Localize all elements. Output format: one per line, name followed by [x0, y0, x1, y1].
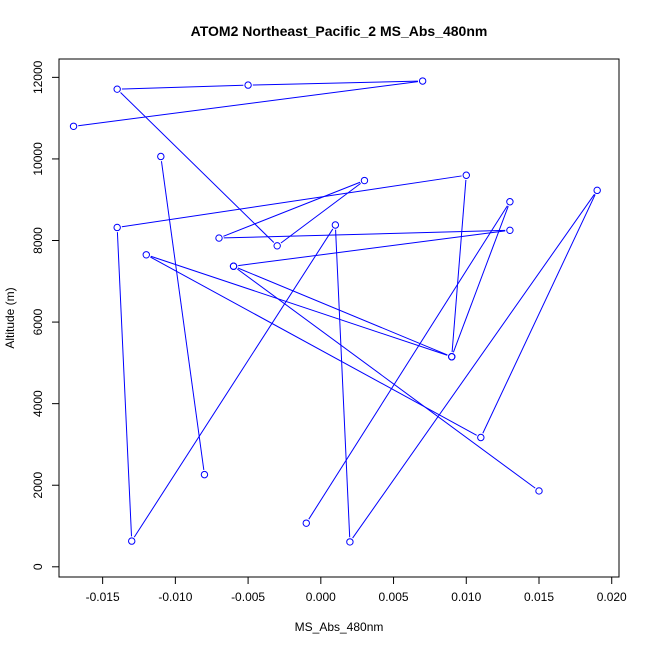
series-segment [352, 193, 595, 539]
x-tick-label: 0.005 [379, 590, 409, 604]
y-axis-label: Altitude (m) [3, 287, 17, 348]
data-point [506, 198, 514, 206]
y-tick-label: 12000 [31, 60, 45, 94]
data-point [69, 122, 78, 130]
series-segment [116, 232, 133, 537]
y-tick-label: 0 [31, 563, 45, 570]
data-point [346, 538, 354, 546]
series-points [69, 77, 601, 546]
x-tick-label: 0.015 [524, 590, 554, 604]
y-tick-label: 10000 [31, 142, 45, 176]
series-segment [280, 182, 361, 244]
x-tick-label: -0.015 [86, 590, 120, 604]
x-tick-label: 0.010 [451, 590, 481, 604]
chart-title: ATOM2 Northeast_Pacific_2 MS_Abs_480nm [191, 23, 488, 39]
series-segment [150, 255, 448, 356]
series-segment [223, 229, 506, 239]
series-segment [238, 230, 506, 267]
x-axis-label: MS_Abs_480nm [295, 620, 384, 634]
data-point [302, 519, 310, 527]
data-point [506, 226, 514, 235]
data-point [113, 223, 121, 232]
y-tick-label: 6000 [31, 308, 45, 335]
data-point [142, 251, 150, 259]
data-point [273, 242, 281, 250]
x-tick-label: 0.020 [597, 590, 627, 604]
data-point [113, 85, 121, 93]
series-segment [482, 194, 596, 434]
y-tick-label: 8000 [31, 227, 45, 254]
data-point [200, 470, 209, 479]
series-segment [78, 81, 419, 127]
data-point [244, 81, 252, 89]
series-lines [78, 80, 596, 539]
series-segment [308, 205, 508, 520]
series-segment [252, 80, 418, 86]
data-point [360, 176, 369, 185]
data-point [215, 234, 223, 242]
x-tick-label: 0.000 [306, 590, 336, 604]
series-segment [160, 161, 205, 471]
data-point [535, 487, 543, 495]
series-segment [121, 175, 462, 228]
x-tick-label: -0.010 [158, 590, 192, 604]
data-point [418, 77, 427, 85]
plot-frame [58, 58, 620, 578]
data-point [157, 152, 165, 161]
x-axis: -0.015 -0.010 -0.005 0.000 0.005 0.010 0.015 0.… [86, 577, 627, 604]
series-segment [133, 228, 334, 538]
series-segment [223, 181, 361, 237]
data-point [229, 262, 238, 270]
series-segment [237, 267, 448, 356]
data-point [593, 186, 601, 195]
y-axis: 0 2000 4000 6000 8000 10000 12000 [31, 60, 59, 570]
y-tick-label: 2000 [31, 472, 45, 499]
x-tick-label: -0.005 [231, 590, 265, 604]
data-point [448, 353, 456, 361]
data-point [477, 433, 485, 442]
series-segment [237, 268, 536, 489]
series-segment [120, 92, 275, 243]
series-segment [121, 84, 244, 90]
y-tick-label: 4000 [31, 390, 45, 417]
data-point [128, 537, 136, 545]
series-segment [335, 229, 351, 538]
series-segment [451, 179, 467, 353]
data-point [462, 171, 470, 179]
data-point [331, 221, 340, 229]
